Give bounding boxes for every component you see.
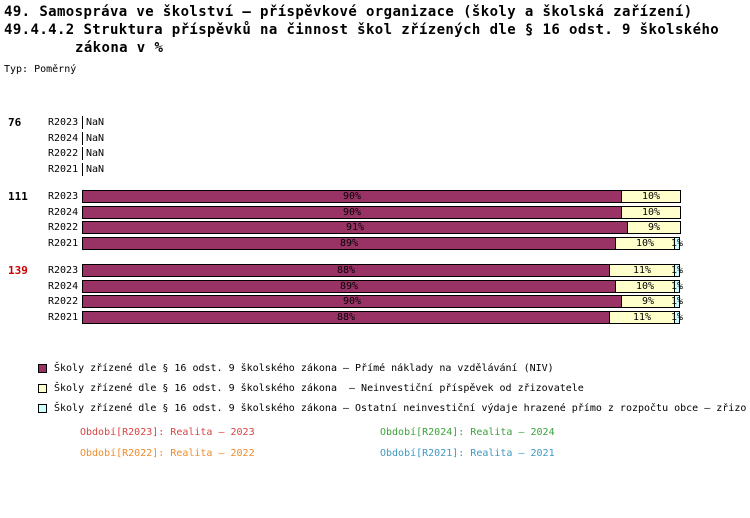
period-row-label: R2021 — [48, 311, 79, 323]
series-legend: Školy zřízené dle § 16 odst. 9 školského… — [38, 358, 750, 418]
chart-row: R2022 90% 9% 1% — [4, 294, 696, 310]
bar-segment-1: 88% — [82, 310, 610, 324]
period-row-label: R2023 — [48, 265, 79, 277]
bar-area: 90% 10% — [82, 205, 681, 219]
stacked-bar-chart: 76 R2023 NaN R2024 NaN R2022 NaN R2021 NaN 111 R20… — [4, 115, 696, 325]
group-label: 76 — [8, 116, 22, 130]
period-legend-item: Období[R2023]: Realita – 2023 — [80, 427, 255, 438]
chart-row: R2021 NaN — [4, 162, 696, 178]
series-legend-label: Školy zřízené dle § 16 odst. 9 školského… — [54, 402, 747, 414]
bar-segment-1: 91% — [82, 221, 628, 235]
chart-row: R2022 91% 9% — [4, 220, 696, 236]
bar-segment-1: 88% — [82, 264, 610, 278]
chart-row: R2022 NaN — [4, 146, 696, 162]
bar-area: 89% 10% 1% — [82, 279, 684, 293]
bar-segment-2: 10% — [615, 236, 675, 250]
bar-segment-3: 1% — [670, 279, 684, 293]
group-label: 111 — [8, 190, 28, 204]
chart-group: 76 R2023 NaN R2024 NaN R2022 NaN R2021 NaN — [4, 115, 696, 177]
bar-segment-1: 90% — [82, 190, 622, 204]
legend-swatch-icon — [38, 383, 47, 393]
series-legend-label: Školy zřízené dle § 16 odst. 9 školského… — [54, 382, 584, 394]
bar-segment-2: 11% — [609, 310, 675, 324]
chart-row: R2021 88% 11% 1% — [4, 310, 696, 326]
bar-area: 90% 10% — [82, 190, 681, 204]
bar-area: 88% 11% 1% — [82, 264, 684, 278]
period-row-label: R2024 — [48, 206, 79, 218]
bar-area: 89% 10% 1% — [82, 236, 684, 250]
period-row-label: R2021 — [48, 163, 79, 175]
period-legend-item: Období[R2024]: Realita – 2024 — [380, 427, 555, 438]
period-row-label: R2022 — [48, 222, 79, 234]
group-label: 139 — [8, 264, 28, 278]
bar-segment-2: 11% — [609, 264, 675, 278]
nan-bar-area: NaN — [82, 147, 104, 161]
period-row-label: R2024 — [48, 132, 79, 144]
chart-row: 111 R2023 90% 10% — [4, 189, 696, 205]
period-legend-item: Období[R2021]: Realita – 2021 — [380, 448, 555, 459]
series-legend-item: Školy zřízené dle § 16 odst. 9 školského… — [38, 358, 750, 378]
nan-bar-area: NaN — [82, 162, 104, 176]
chart-row: R2021 89% 10% 1% — [4, 236, 696, 252]
bar-segment-2: 9% — [621, 295, 675, 309]
period-row-label: R2022 — [48, 148, 79, 160]
chart-type-label: Typ: Poměrný — [4, 64, 77, 75]
series-legend-item: Školy zřízené dle § 16 odst. 9 školského… — [38, 398, 750, 418]
period-row-label: R2023 — [48, 117, 79, 129]
bar-segment-1: 89% — [82, 279, 616, 293]
chart-row: R2024 90% 10% — [4, 205, 696, 221]
series-legend-label: Školy zřízené dle § 16 odst. 9 školského… — [54, 362, 554, 374]
report-title-line1: 49. Samospráva ve školství – příspěvkové… — [4, 4, 693, 20]
bar-segment-2: 10% — [621, 205, 681, 219]
chart-row: R2024 NaN — [4, 131, 696, 147]
report-title-line3: zákona v % — [75, 40, 164, 56]
report-title-line2: 49.4.4.2 Struktura příspěvků na činnost … — [4, 22, 720, 38]
period-row-label: R2023 — [48, 191, 79, 203]
nan-bar-area: NaN — [82, 131, 104, 145]
bar-segment-2: 10% — [621, 190, 681, 204]
bar-segment-2: 10% — [615, 279, 675, 293]
bar-segment-3: 1% — [670, 236, 684, 250]
chart-row: R2024 89% 10% 1% — [4, 279, 696, 295]
period-row-label: R2024 — [48, 280, 79, 292]
legend-swatch-icon — [38, 363, 47, 373]
period-row-label: R2021 — [48, 237, 79, 249]
series-legend-item: Školy zřízené dle § 16 odst. 9 školského… — [38, 378, 750, 398]
chart-row: 139 R2023 88% 11% 1% — [4, 263, 696, 279]
bar-segment-1: 90% — [82, 295, 622, 309]
bar-segment-1: 90% — [82, 205, 622, 219]
period-legend: Období[R2023]: Realita – 2023 Období[R202… — [80, 427, 750, 459]
period-row-label: R2022 — [48, 296, 79, 308]
bar-area: 88% 11% 1% — [82, 310, 684, 324]
bar-segment-2: 9% — [627, 221, 681, 235]
bar-segment-3: 1% — [670, 295, 684, 309]
chart-group: 111 R2023 90% 10% R2024 90% 10% R2022 91% 9% R2021… — [4, 189, 696, 251]
bar-segment-3: 1% — [670, 264, 684, 278]
legend-swatch-icon — [38, 403, 47, 413]
period-legend-item: Období[R2022]: Realita – 2022 — [80, 448, 255, 459]
bar-area: 90% 9% 1% — [82, 295, 684, 309]
chart-row: 76 R2023 NaN — [4, 115, 696, 131]
bar-segment-1: 89% — [82, 236, 616, 250]
bar-area: 91% 9% — [82, 221, 681, 235]
bar-segment-3: 1% — [670, 310, 684, 324]
chart-group: 139 R2023 88% 11% 1% R2024 89% 10% 1% R2022 90% 9% 1… — [4, 263, 696, 325]
report-page: 49. Samospráva ve školství – příspěvkové… — [4, 3, 750, 459]
nan-bar-area: NaN — [82, 116, 104, 130]
